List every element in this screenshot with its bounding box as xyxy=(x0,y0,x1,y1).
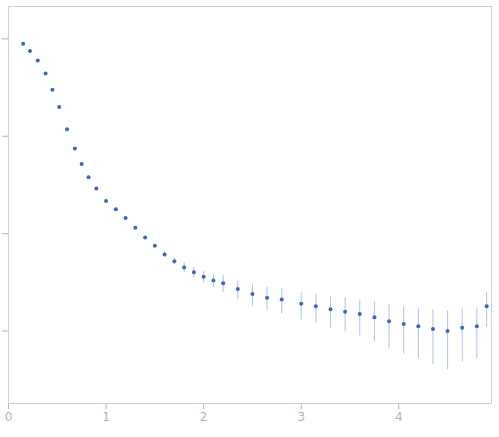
svg-text:1: 1 xyxy=(102,410,110,424)
svg-text:3: 3 xyxy=(297,410,305,424)
svg-text:0: 0 xyxy=(5,410,13,424)
svg-text:2: 2 xyxy=(200,410,208,424)
svg-text:4: 4 xyxy=(395,410,403,424)
